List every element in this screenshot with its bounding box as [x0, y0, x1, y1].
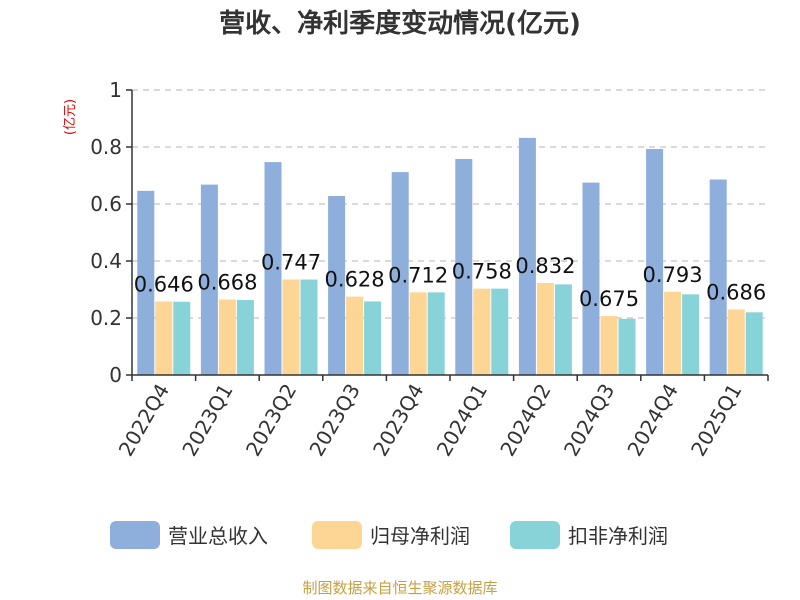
bar-1-2024Q3 — [582, 182, 600, 375]
x-tick-label: 2024Q3 — [559, 380, 619, 461]
bar-3-2024Q2 — [554, 284, 572, 375]
bar-2-2023Q2 — [282, 279, 300, 375]
legend-swatch-3 — [510, 521, 560, 549]
bar-1-2023Q2 — [264, 162, 282, 375]
data-label: 0.628 — [325, 268, 385, 292]
x-tick-label: 2024Q4 — [622, 380, 682, 461]
y-tick-label: 0.2 — [90, 306, 122, 330]
bar-2-2023Q4 — [409, 292, 427, 375]
bar-3-2024Q3 — [618, 318, 636, 375]
chart-title: 营收、净利季度变动情况(亿元) — [219, 8, 581, 39]
bars-layer — [137, 137, 763, 375]
data-label: 0.747 — [261, 251, 321, 275]
data-label: 0.793 — [643, 263, 703, 287]
legend-swatch-1 — [110, 521, 160, 549]
x-tick-label: 2023Q3 — [304, 380, 364, 461]
bar-3-2025Q1 — [745, 312, 763, 375]
bar-1-2024Q4 — [646, 148, 664, 375]
bar-3-2023Q2 — [300, 279, 318, 375]
y-tick-label: 0 — [109, 363, 122, 387]
bar-3-2024Q4 — [682, 294, 700, 375]
bar-2-2025Q1 — [727, 309, 745, 375]
bar-3-2023Q4 — [427, 292, 445, 375]
bar-2-2024Q4 — [664, 291, 682, 375]
bar-1-2023Q4 — [391, 172, 409, 375]
bar-2-2024Q2 — [536, 282, 554, 375]
data-label: 0.668 — [197, 270, 257, 294]
y-tick-label: 0.6 — [90, 192, 122, 216]
bar-1-2024Q2 — [518, 137, 536, 375]
bar-3-2024Q1 — [491, 288, 509, 375]
bar-2-2024Q1 — [473, 288, 491, 375]
bar-1-2022Q4 — [137, 190, 155, 375]
bar-3-2023Q1 — [236, 300, 254, 375]
legend-label-3: 扣非净利润 — [568, 524, 668, 548]
data-label: 0.686 — [706, 280, 766, 304]
legend-swatch-2 — [312, 521, 362, 549]
legend: 营业总收入 归母净利润 扣非净利润 — [110, 521, 668, 549]
x-tick-label: 2023Q2 — [241, 380, 301, 461]
x-tick-label: 2024Q1 — [432, 380, 492, 461]
x-tick-label: 2024Q2 — [495, 380, 555, 461]
y-tick-label: 0.8 — [90, 135, 122, 159]
source-note: 制图数据来自恒生聚源数据库 — [302, 579, 497, 597]
bar-1-2024Q1 — [455, 158, 473, 375]
data-label: 0.832 — [515, 254, 575, 278]
bar-2-2023Q3 — [346, 296, 364, 375]
y-axis-unit-label: (亿元) — [63, 99, 78, 135]
data-label: 0.758 — [452, 260, 512, 284]
y-tick-label: 1 — [109, 78, 122, 102]
data-label: 0.675 — [579, 287, 639, 311]
bar-2-2022Q4 — [155, 301, 173, 375]
bar-3-2022Q4 — [173, 301, 191, 375]
bar-2-2024Q3 — [600, 316, 618, 375]
bar-3-2023Q3 — [364, 301, 382, 375]
x-tick-label: 2023Q4 — [368, 380, 428, 461]
bar-2-2023Q1 — [218, 299, 236, 375]
y-tick-label: 0.4 — [90, 249, 122, 273]
legend-label-1: 营业总收入 — [168, 524, 268, 548]
data-label: 0.646 — [134, 272, 194, 296]
x-tick-label: 2022Q4 — [114, 380, 174, 461]
bar-1-2025Q1 — [709, 179, 727, 375]
legend-label-2: 归母净利润 — [370, 524, 470, 548]
data-label: 0.712 — [388, 263, 448, 287]
x-tick-label: 2023Q1 — [177, 380, 237, 461]
x-tick-label: 2025Q1 — [686, 380, 746, 461]
bar-1-2023Q3 — [328, 196, 346, 375]
bar-1-2023Q1 — [200, 184, 218, 375]
